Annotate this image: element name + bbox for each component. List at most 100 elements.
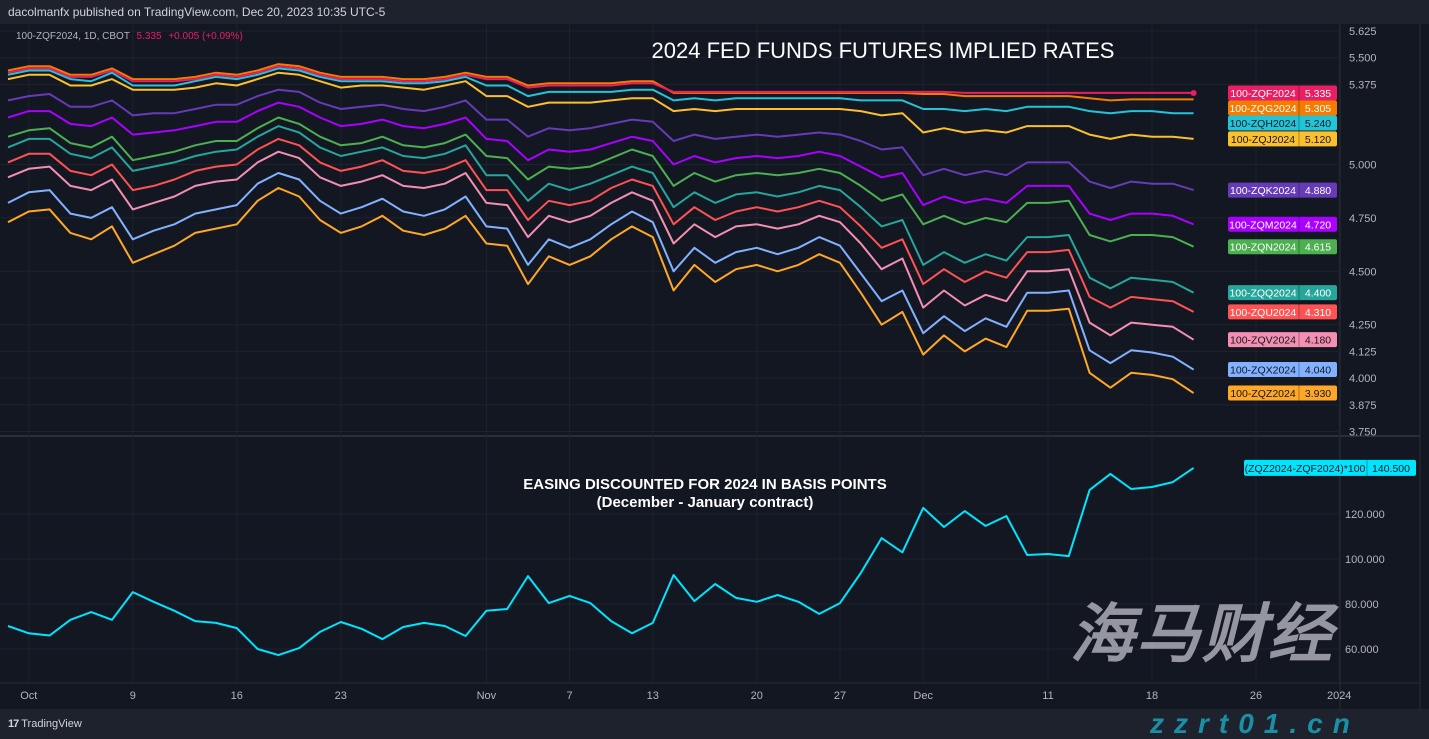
y-tick-label: 3.875 [1349, 400, 1377, 412]
series-value: 5.240 [1305, 118, 1331, 130]
y-tick-label: 5.000 [1349, 160, 1377, 172]
series-label-100-zqj2024[interactable]: 100-ZQJ2024 5.120 [1228, 131, 1337, 147]
series-label-100-zqv2024[interactable]: 100-ZQV2024 4.180 [1228, 332, 1337, 348]
series-line-100-zqf2024[interactable] [7, 65, 1194, 94]
series-line-100-zqz2024[interactable] [7, 187, 1195, 394]
series-label-100-zqq2024[interactable]: 100-ZQQ2024 4.400 [1228, 285, 1337, 301]
series-line-100-zqj2024[interactable] [7, 71, 1194, 140]
series-name: 100-ZQK2024 [1230, 185, 1296, 197]
series-label-100-zqx2024[interactable]: 100-ZQX2024 4.040 [1228, 362, 1337, 378]
y-tick-label: 4.000 [1349, 373, 1377, 385]
series-name: 100-ZQJ2024 [1231, 134, 1295, 146]
symbol-legend[interactable]: 100-ZQF2024, 1D, CBOT 5.335 +0.005 (+0.0… [16, 31, 243, 42]
spread-value: 140.500 [1372, 463, 1410, 475]
series-value: 5.335 [1305, 88, 1331, 100]
series-label-box [1228, 285, 1337, 301]
x-tick-label: 20 [751, 690, 763, 702]
tradingview-logo[interactable]: 17 TradingView [8, 718, 82, 730]
series-label-100-zqh2024[interactable]: 100-ZQH2024 5.240 [1228, 115, 1337, 131]
series-label-100-zqf2024[interactable]: 100-ZQF2024 5.335 [1228, 85, 1337, 101]
series-value: 5.305 [1305, 103, 1331, 115]
lower-pane-title-main: EASING DISCOUNTED FOR 2024 IN BASIS POIN… [523, 476, 887, 493]
spread-line[interactable] [7, 467, 1195, 657]
watermark-url: zzrt01.cn [1150, 708, 1360, 739]
series-label-box [1228, 239, 1337, 255]
series-name: 100-ZQM2024 [1229, 219, 1297, 231]
x-tick-label: 16 [231, 690, 243, 702]
series-label-100-zqm2024[interactable]: 100-ZQM2024 4.720 [1228, 216, 1337, 232]
series-label-100-zqk2024[interactable]: 100-ZQK2024 4.880 [1228, 182, 1337, 198]
y-tick-label: 5.500 [1349, 53, 1377, 65]
y-tick-label: 5.625 [1349, 26, 1377, 38]
series-label-box [1228, 304, 1337, 320]
x-tick-label: 9 [130, 690, 136, 702]
series-line-100-zqk2024[interactable] [7, 88, 1194, 192]
x-tick-label: 18 [1146, 690, 1158, 702]
y-tick-label: 4.750 [1349, 213, 1377, 225]
series-value: 4.880 [1305, 185, 1331, 197]
series-value: 5.120 [1305, 134, 1331, 146]
y-tick-label: 120.000 [1345, 509, 1385, 521]
series-label-100-zqz2024[interactable]: 100-ZQZ2024 3.930 [1228, 385, 1337, 401]
series-name: 100-ZQG2024 [1229, 103, 1296, 115]
series-value: 4.615 [1305, 242, 1331, 254]
x-tick-label: Oct [20, 690, 37, 702]
series-value: 4.180 [1305, 335, 1331, 347]
spread-label[interactable]: (ZQZ2024-ZQF2024)*100 140.500 [1244, 459, 1416, 476]
series-name: 100-ZQU2024 [1230, 307, 1297, 319]
series-line-100-zqn2024[interactable] [7, 116, 1195, 248]
series-line-100-zqg2024[interactable] [7, 63, 1194, 102]
series-label-box [1228, 385, 1337, 401]
series-label-box [1228, 182, 1337, 198]
series-line-100-zqu2024[interactable] [7, 137, 1195, 313]
publish-header: dacolmanfx published on TradingView.com,… [0, 0, 1429, 24]
series-label-box [1228, 100, 1337, 116]
y-tick-label: 3.750 [1349, 427, 1377, 439]
y-tick-label: 4.125 [1349, 346, 1377, 358]
series-label-100-zqn2024[interactable]: 100-ZQN2024 4.615 [1228, 239, 1337, 255]
series-line-100-zqv2024[interactable] [7, 150, 1195, 341]
y-tick-label: 4.500 [1349, 266, 1377, 278]
chart-title: 2024 FED FUNDS FUTURES IMPLIED RATES [651, 38, 1115, 63]
series-label-box [1228, 85, 1337, 101]
y-tick-label: 5.375 [1349, 79, 1377, 91]
symbol-info: 100-ZQF2024, 1D, CBOT [16, 31, 130, 42]
x-tick-label: 7 [567, 690, 573, 702]
x-tick-label: 13 [647, 690, 659, 702]
series-line-100-zqq2024[interactable] [7, 125, 1195, 294]
spread-name: (ZQZ2024-ZQF2024)*100 [1245, 463, 1366, 475]
series-label-box [1228, 362, 1337, 378]
x-tick-label: 27 [834, 690, 846, 702]
publish-info: dacolmanfx published on TradingView.com,… [8, 5, 386, 19]
series-value: 3.930 [1305, 388, 1331, 400]
series-label-box [1228, 115, 1337, 131]
tradingview-logo-icon: 17 [8, 718, 19, 730]
price-change: +0.005 (+0.09%) [168, 31, 243, 42]
series-name: 100-ZQX2024 [1230, 365, 1296, 377]
series-label-100-zqu2024[interactable]: 100-ZQU2024 4.310 [1228, 304, 1337, 320]
spread-label-box [1244, 459, 1416, 476]
watermark-logo: 海马财经 [1070, 598, 1334, 670]
lower-pane-subtitle: (December - January contract) [596, 494, 814, 511]
series-line-100-zqh2024[interactable] [7, 67, 1194, 115]
x-tick-label: 2024 [1327, 690, 1351, 702]
series-name: 100-ZQZ2024 [1230, 388, 1296, 400]
last-price: 5.335 [136, 31, 162, 42]
series-value: 4.400 [1305, 288, 1331, 300]
x-tick-label: 26 [1250, 690, 1262, 702]
series-value: 4.310 [1305, 307, 1331, 319]
series-value: 4.720 [1305, 219, 1331, 231]
series-name: 100-ZQF2024 [1230, 88, 1296, 100]
y-tick-label: 60.000 [1345, 644, 1379, 656]
series-name: 100-ZQV2024 [1230, 335, 1296, 347]
tradingview-logo-text: TradingView [21, 718, 82, 730]
series-line-100-zqm2024[interactable] [7, 101, 1194, 226]
y-tick-label: 100.000 [1345, 554, 1385, 566]
series-label-100-zqg2024[interactable]: 100-ZQG2024 5.305 [1228, 100, 1337, 116]
last-price-marker [1190, 89, 1197, 96]
series-line-100-zqx2024[interactable] [7, 172, 1195, 371]
x-tick-label: 23 [335, 690, 347, 702]
y-tick-label: 4.250 [1349, 320, 1377, 332]
x-tick-label: Nov [477, 690, 497, 702]
